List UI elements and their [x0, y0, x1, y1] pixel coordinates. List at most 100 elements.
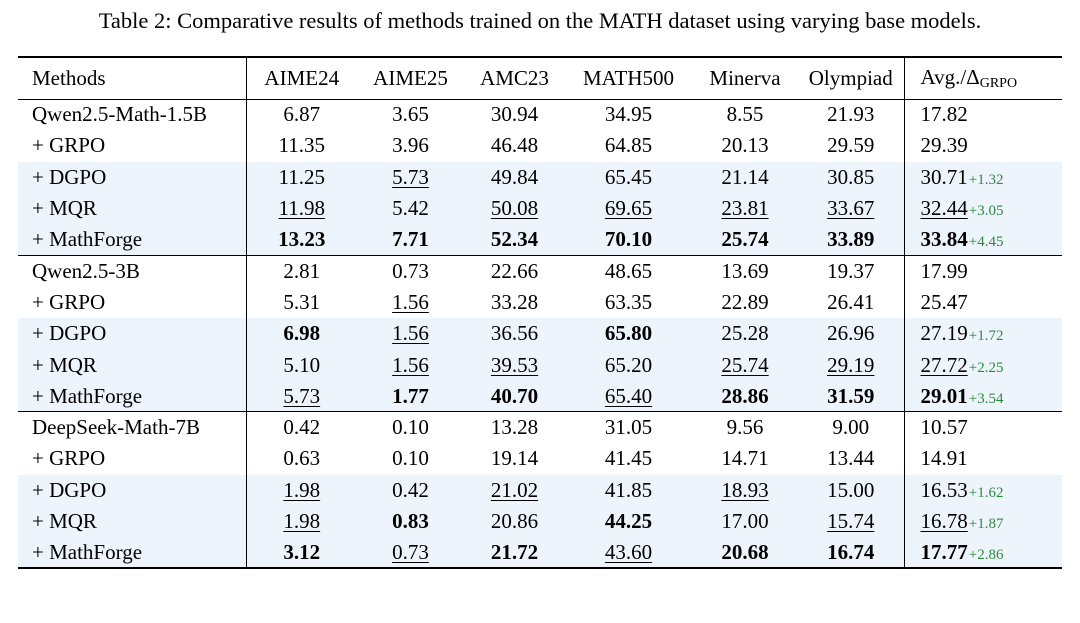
avg-cell: 17.99 — [904, 254, 1062, 287]
table-caption: Table 2: Comparative results of methods … — [98, 8, 982, 33]
value-cell: 1.98 — [246, 505, 357, 538]
table-row: + GRPO 11.35 3.96 46.48 64.85 20.13 29.59 29.39 — [18, 130, 1062, 162]
value-cell: 13.28 — [464, 411, 565, 444]
value-cell: 22.89 — [692, 287, 798, 318]
method-cell: + MathForge — [18, 537, 247, 570]
value-cell: 33.67 — [798, 192, 905, 225]
method-cell: + MQR — [18, 349, 247, 381]
value-text: 18.93 — [721, 477, 769, 502]
value-text: 13.28 — [490, 415, 539, 440]
value-cell: 8.55 — [692, 99, 798, 130]
value-cell: 0.42 — [246, 411, 357, 444]
value-text: 15.74 — [827, 509, 875, 533]
avg-cell: 16.78+1.87 — [904, 505, 1062, 538]
table-row: + MQR 11.98 5.42 50.08 69.65 23.81 33.67 32.44+… — [18, 192, 1062, 225]
value-text: 17.00 — [721, 509, 769, 533]
delta-value: +1.87 — [968, 516, 1004, 532]
value-cell: 46.48 — [464, 130, 565, 161]
value-text: 36.56 — [490, 321, 539, 346]
value-text: 15.00 — [827, 477, 875, 502]
value-cell: 41.45 — [565, 443, 692, 474]
method-cell: + DGPO — [18, 474, 247, 506]
value-text: 19.37 — [827, 258, 875, 283]
value-cell: 31.59 — [798, 380, 905, 412]
value-cell: 21.93 — [798, 99, 905, 131]
value-text: 5.73 — [283, 383, 321, 408]
value-cell: 1.98 — [246, 474, 357, 506]
value-cell: 17.00 — [692, 505, 798, 538]
value-text: 9.00 — [832, 415, 870, 440]
value-text: 21.02 — [490, 477, 539, 502]
value-cell: 0.83 — [357, 505, 464, 538]
avg-value: 16.53 — [920, 477, 968, 502]
table-row: DeepSeek-Math-7B 0.42 0.10 13.28 31.05 9.56 9.… — [18, 411, 1062, 444]
avg-cell: 25.47 — [904, 287, 1062, 318]
value-cell: 49.84 — [464, 161, 565, 193]
value-cell: 9.56 — [692, 411, 798, 444]
delta-value: +1.72 — [968, 328, 1004, 345]
value-text: 5.73 — [392, 164, 429, 189]
value-cell: 11.35 — [246, 130, 357, 161]
value-cell: 15.00 — [798, 474, 905, 506]
value-cell: 48.65 — [565, 254, 692, 287]
value-text: 40.70 — [490, 383, 539, 408]
value-text: 65.40 — [604, 383, 653, 408]
value-cell: 36.56 — [464, 318, 565, 350]
avg-cell: 10.57 — [904, 411, 1062, 444]
value-text: 1.56 — [392, 289, 429, 314]
value-cell: 14.71 — [692, 443, 798, 474]
value-cell: 39.53 — [464, 349, 565, 381]
value-cell: 16.74 — [798, 537, 905, 570]
value-text: 0.10 — [392, 446, 429, 471]
value-cell: 64.85 — [565, 130, 692, 161]
value-cell: 26.41 — [798, 286, 905, 319]
value-text: 13.23 — [278, 227, 326, 252]
delta-value: +2.25 — [968, 359, 1004, 376]
value-cell: 25.74 — [692, 224, 798, 256]
method-cell: + GRPO — [18, 286, 247, 319]
value-text: 64.85 — [604, 133, 653, 158]
header-col-olympiad: Olympiad — [798, 56, 905, 100]
table-row: + DGPO 11.25 5.73 49.84 65.45 21.14 30.85 30.71… — [18, 161, 1062, 193]
delta-value: +3.54 — [968, 390, 1004, 407]
value-cell: 25.74 — [692, 349, 798, 381]
value-text: 33.89 — [827, 227, 875, 252]
table-row: + DGPO 6.98 1.56 36.56 65.80 25.28 26.96 27.19+… — [18, 318, 1062, 350]
value-cell: 40.70 — [464, 380, 565, 412]
value-text: 25.74 — [721, 352, 769, 377]
value-cell: 0.10 — [357, 411, 464, 444]
value-cell: 3.12 — [246, 537, 357, 570]
method-cell: DeepSeek-Math-7B — [18, 411, 247, 444]
value-cell: 20.68 — [692, 537, 798, 570]
value-text: 14.71 — [721, 446, 769, 471]
header-methods: Methods — [18, 56, 247, 100]
value-cell: 5.42 — [357, 192, 464, 225]
table-row: + DGPO 1.98 0.42 21.02 41.85 18.93 15.00 16.53+… — [18, 474, 1062, 506]
avg-value: 14.91 — [920, 446, 968, 471]
value-cell: 65.80 — [565, 318, 692, 350]
value-text: 1.98 — [283, 509, 321, 533]
value-cell: 5.31 — [246, 287, 357, 318]
value-text: 50.08 — [490, 196, 539, 221]
value-cell: 22.66 — [464, 254, 565, 287]
value-cell: 30.85 — [798, 161, 905, 193]
avg-value: 25.47 — [920, 289, 968, 314]
value-text: 8.55 — [726, 102, 764, 127]
value-text: 6.87 — [283, 102, 321, 127]
avg-value: 29.01 — [920, 383, 968, 408]
value-cell: 0.73 — [357, 537, 464, 570]
delta-value: +1.62 — [968, 484, 1004, 501]
value-cell: 21.14 — [692, 161, 798, 193]
value-text: 29.19 — [827, 352, 875, 377]
value-cell: 69.65 — [565, 192, 692, 225]
avg-cell: 30.71+1.32 — [904, 161, 1062, 193]
header-col-math500: MATH500 — [565, 56, 692, 100]
avg-value: 27.19 — [920, 321, 968, 346]
value-cell: 65.40 — [565, 380, 692, 412]
value-text: 33.67 — [827, 196, 875, 221]
value-text: 5.10 — [283, 352, 321, 377]
value-text: 0.73 — [392, 539, 429, 564]
value-cell: 1.56 — [357, 318, 464, 350]
delta-value: +1.32 — [968, 171, 1004, 188]
value-cell: 23.81 — [692, 192, 798, 225]
